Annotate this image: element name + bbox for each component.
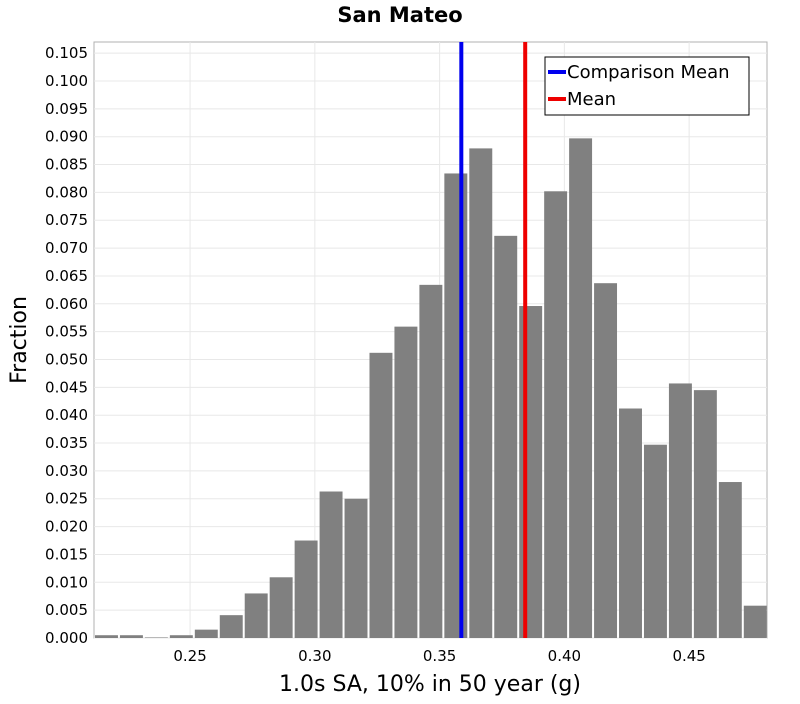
- histogram-bar: [594, 283, 618, 638]
- y-tick-label: 0.055: [45, 323, 88, 341]
- y-tick-label: 0.035: [45, 434, 88, 452]
- histogram-bar: [469, 148, 493, 638]
- histogram-bar: [693, 390, 717, 638]
- histogram-bar: [419, 284, 443, 638]
- histogram-bar: [668, 383, 692, 638]
- histogram-bar: [369, 352, 393, 638]
- histogram-bar: [244, 593, 268, 638]
- y-axis-ticks: 0.000 0.005 0.010 0.015 0.020 0.025 0.030 0.035…: [45, 44, 88, 647]
- histogram-bar: [95, 635, 118, 638]
- histogram-bar: [169, 635, 193, 638]
- histogram-bar: [194, 629, 218, 638]
- y-tick-label: 0.025: [45, 490, 88, 508]
- y-tick-label: 0.100: [45, 72, 88, 90]
- histogram-bar: [643, 444, 667, 638]
- y-tick-label: 0.070: [45, 239, 88, 257]
- legend-label-comparison-mean: Comparison Mean: [567, 62, 730, 83]
- histogram-bar: [144, 637, 168, 638]
- y-tick-label: 0.040: [45, 406, 88, 424]
- histogram-bar: [269, 577, 293, 638]
- histogram-bar: [394, 326, 418, 638]
- y-tick-label: 0.020: [45, 518, 88, 536]
- y-tick-label: 0.095: [45, 100, 88, 118]
- y-tick-label: 0.090: [45, 128, 88, 146]
- y-tick-label: 0.105: [45, 44, 88, 62]
- y-tick-label: 0.060: [45, 295, 88, 313]
- mean-lines: [459, 42, 528, 638]
- x-axis-label: 1.0s SA, 10% in 50 year (g): [279, 672, 581, 697]
- x-tick-label: 0.30: [298, 647, 331, 665]
- y-tick-label: 0.005: [45, 601, 88, 619]
- histogram-bar: [718, 482, 742, 638]
- histogram-bar: [519, 306, 543, 638]
- x-tick-label: 0.25: [173, 647, 206, 665]
- histogram-bar: [319, 491, 343, 638]
- y-tick-label: 0.050: [45, 350, 88, 368]
- y-axis-label: Fraction: [7, 296, 32, 384]
- y-tick-label: 0.030: [45, 462, 88, 480]
- histogram-bar: [119, 635, 143, 638]
- y-tick-label: 0.085: [45, 156, 88, 174]
- y-tick-label: 0.065: [45, 267, 88, 285]
- x-tick-label: 0.35: [423, 647, 456, 665]
- histogram-bar: [444, 173, 468, 638]
- y-tick-label: 0.075: [45, 211, 88, 229]
- histogram-bar: [569, 138, 593, 638]
- chart-title: San Mateo: [337, 3, 462, 27]
- y-tick-label: 0.080: [45, 183, 88, 201]
- y-tick-label: 0.010: [45, 573, 88, 591]
- histogram-bar: [294, 540, 318, 638]
- histogram-bar: [344, 498, 368, 638]
- y-tick-label: 0.000: [45, 629, 88, 647]
- y-tick-label: 0.045: [45, 378, 88, 396]
- y-tick-label: 0.015: [45, 545, 88, 563]
- legend: Comparison Mean Mean: [544, 56, 750, 116]
- histogram-bar: [494, 235, 518, 639]
- legend-label-mean: Mean: [567, 89, 616, 110]
- x-tick-label: 0.40: [548, 647, 581, 665]
- x-axis-ticks: 0.25 0.30 0.35 0.40 0.45: [173, 647, 705, 665]
- histogram-bar: [743, 605, 767, 638]
- histogram-bar: [619, 408, 642, 638]
- x-tick-label: 0.45: [672, 647, 705, 665]
- legend-box: [544, 56, 750, 116]
- histogram-bar: [544, 191, 568, 638]
- histogram-bar: [219, 615, 243, 638]
